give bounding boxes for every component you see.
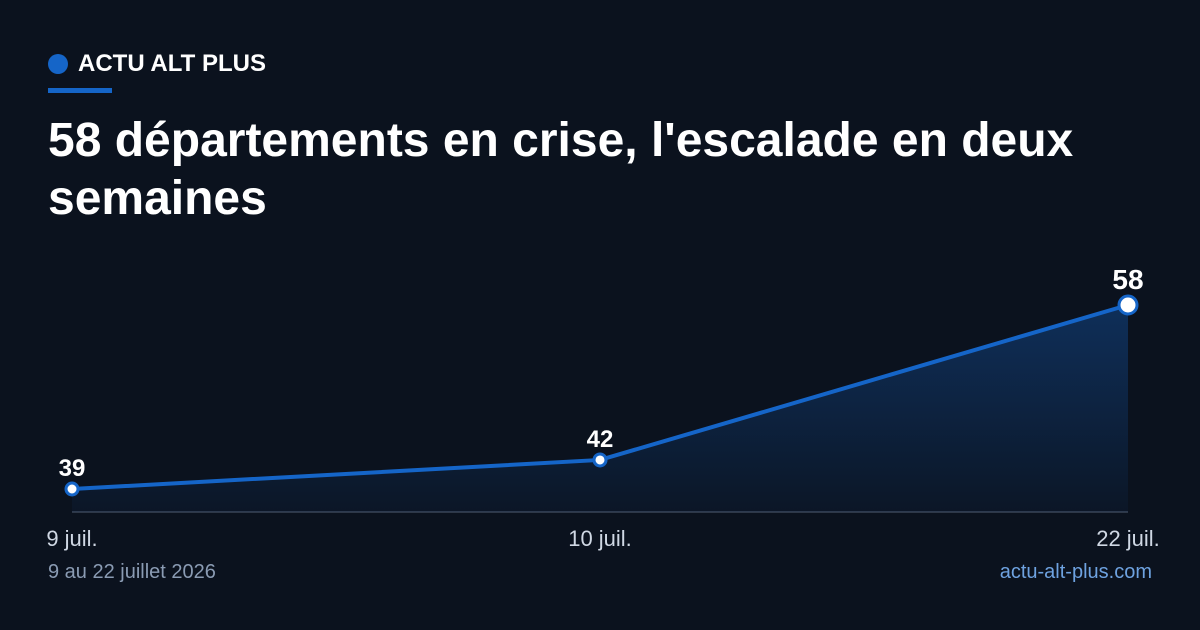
- x-tick-label: 22 juil.: [1096, 526, 1160, 551]
- kicker: ACTU ALT PLUS: [48, 50, 266, 78]
- point: [1117, 294, 1139, 316]
- x-tick-label: 9 juil.: [46, 526, 97, 551]
- value-label: 42: [587, 426, 614, 453]
- area: [72, 305, 1128, 512]
- point: [64, 481, 80, 497]
- x-tick-label: 10 juil.: [568, 526, 632, 551]
- kicker-dot: [48, 54, 68, 74]
- kicker-text: ACTU ALT PLUS: [78, 50, 266, 77]
- source: actu-alt-plus.com: [1000, 561, 1152, 583]
- kicker-rule: [48, 88, 112, 93]
- point: [592, 452, 608, 468]
- subtitle: 9 au 22 juillet 2026: [48, 561, 216, 583]
- value-label: 39: [59, 455, 86, 482]
- chart-title: 58 départements en crise, l'escalade en …: [48, 114, 1074, 225]
- value-label: 58: [1112, 264, 1143, 295]
